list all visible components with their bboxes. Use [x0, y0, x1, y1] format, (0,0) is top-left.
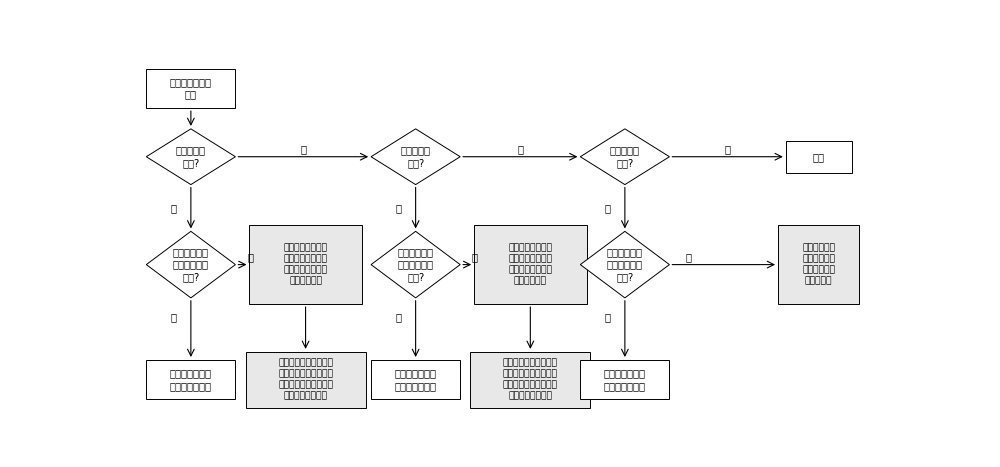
Text: 否: 否 [517, 144, 523, 154]
Text: 是: 是 [396, 312, 402, 323]
Text: 在接收到的响应信号对
应的医生节点单元中选
择需要的医生，并将该
医生分配给该患者: 在接收到的响应信号对 应的医生节点单元中选 择需要的医生，并将该 医生分配给该患… [503, 359, 558, 401]
Text: 是否是急诊
患者?: 是否是急诊 患者? [176, 146, 206, 168]
Text: 接收患者的挂号
信息: 接收患者的挂号 信息 [170, 77, 212, 99]
Text: 医生空闲队列
中是否有空闲
医生?: 医生空闲队列 中是否有空闲 医生? [607, 247, 643, 282]
Text: 否: 否 [686, 252, 692, 262]
Polygon shape [371, 129, 460, 184]
Text: 是: 是 [171, 203, 177, 213]
FancyBboxPatch shape [249, 225, 362, 304]
Text: 其他: 其他 [813, 152, 825, 162]
Text: 分配医生空闲队
列中的空闲医生: 分配医生空闲队 列中的空闲医生 [170, 368, 212, 391]
Text: 否: 否 [247, 252, 253, 262]
Text: 将急需医生的消息
发送给患者优先级
低于严重的医生的
医生节点单元: 将急需医生的消息 发送给患者优先级 低于严重的医生的 医生节点单元 [508, 243, 552, 286]
FancyBboxPatch shape [470, 352, 590, 408]
FancyBboxPatch shape [371, 360, 460, 399]
Text: 是否是一般
患者?: 是否是一般 患者? [610, 146, 640, 168]
Text: 是否是严重
患者?: 是否是严重 患者? [401, 146, 431, 168]
FancyBboxPatch shape [580, 360, 669, 399]
Text: 否: 否 [472, 252, 478, 262]
Text: 将急需医生的消息
发送给患者优先级
低于急诊的医生的
医生节点单元: 将急需医生的消息 发送给患者优先级 低于急诊的医生的 医生节点单元 [284, 243, 328, 286]
Text: 医生空闲队列
中是否有空闲
医生?: 医生空闲队列 中是否有空闲 医生? [398, 247, 434, 282]
Polygon shape [580, 231, 669, 298]
FancyBboxPatch shape [778, 225, 859, 304]
Polygon shape [146, 231, 235, 298]
FancyBboxPatch shape [474, 225, 587, 304]
Text: 分配医生空闭队
列中的空闲医生: 分配医生空闭队 列中的空闲医生 [395, 368, 437, 391]
Text: 等待，直至医
生空闲队列中
有空闲医生，
并进行分配: 等待，直至医 生空闲队列中 有空闲医生， 并进行分配 [802, 243, 835, 286]
FancyBboxPatch shape [246, 352, 366, 408]
Text: 是: 是 [605, 312, 611, 323]
Text: 是: 是 [605, 203, 611, 213]
FancyBboxPatch shape [786, 141, 852, 173]
Text: 医生空闲队列
中是否有空闲
医生?: 医生空闲队列 中是否有空闲 医生? [173, 247, 209, 282]
Text: 是: 是 [171, 312, 177, 323]
Polygon shape [371, 231, 460, 298]
Text: 否: 否 [300, 144, 306, 154]
Text: 是: 是 [396, 203, 402, 213]
FancyBboxPatch shape [146, 69, 235, 108]
Polygon shape [580, 129, 669, 184]
Polygon shape [146, 129, 235, 184]
Text: 在接收到的响应信号对
应的医生节点单元中选
择需要的医生，并将该
医生分配给该患者: 在接收到的响应信号对 应的医生节点单元中选 择需要的医生，并将该 医生分配给该患… [278, 359, 333, 401]
Text: 分配医生空闭队
列中的空闲医生: 分配医生空闭队 列中的空闲医生 [604, 368, 646, 391]
FancyBboxPatch shape [146, 360, 235, 399]
Text: 否: 否 [725, 144, 731, 154]
